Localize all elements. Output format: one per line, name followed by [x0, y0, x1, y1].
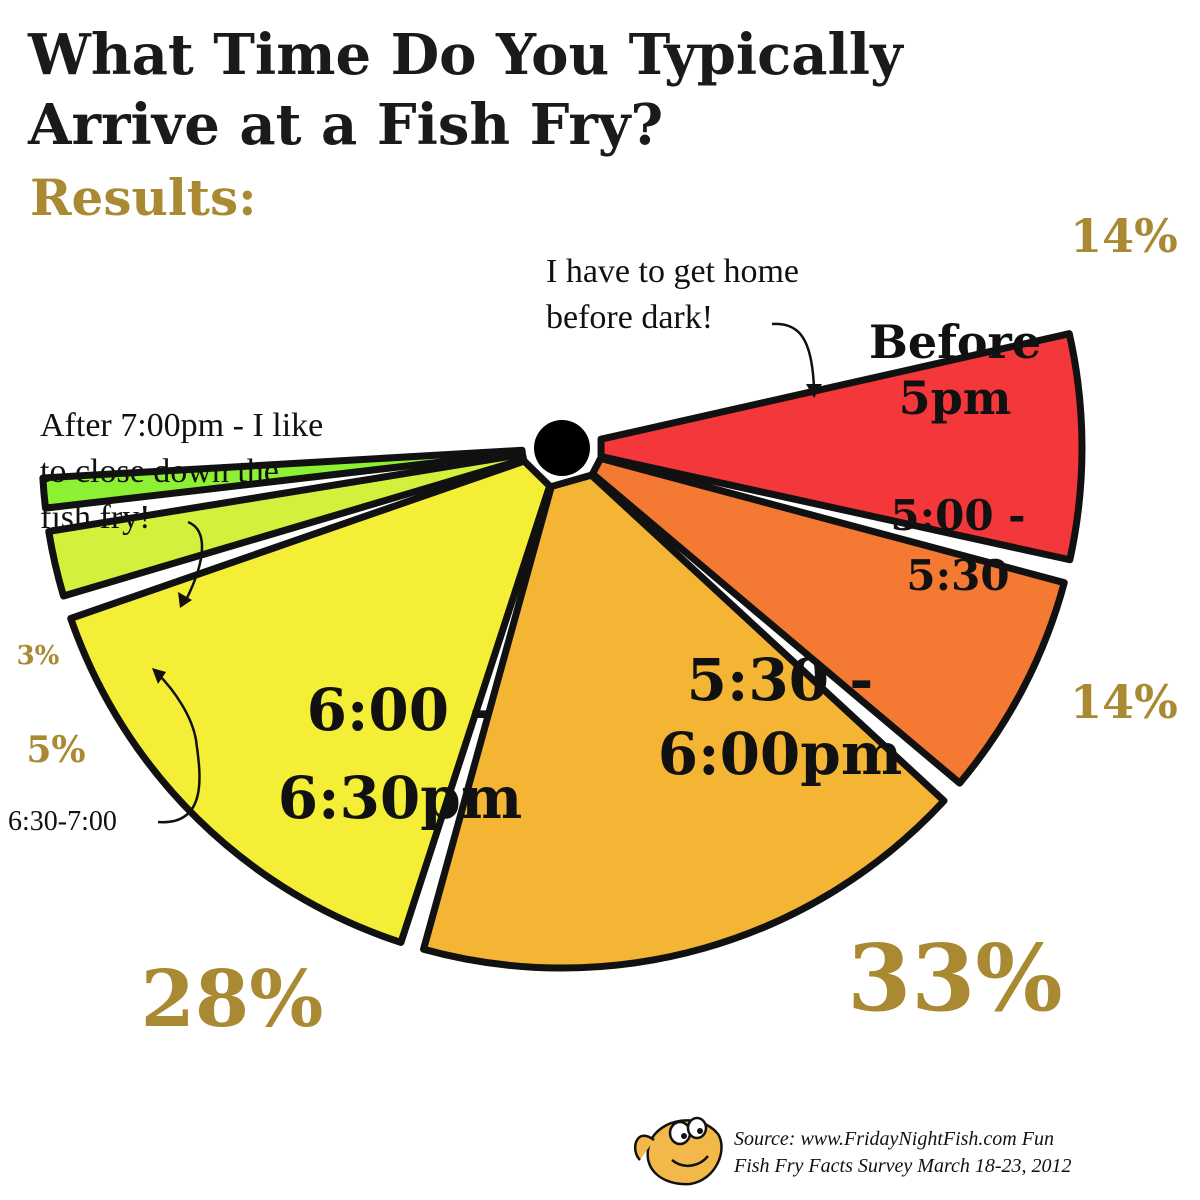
slice-value-label: 14%	[1070, 675, 1178, 729]
subtitle: Results:	[30, 168, 257, 227]
slice-label: 5pm	[899, 371, 1012, 425]
slice-label: 6:00 -	[307, 676, 494, 744]
arrowhead-before-dark	[806, 384, 822, 398]
slice-label: Before	[869, 315, 1041, 369]
note-before-dark-line-2: before dark!	[546, 299, 714, 336]
slice-value-label: 28%	[141, 954, 324, 1045]
slice-label: 5:30 -	[687, 646, 874, 714]
note-after-7-line-1: After 7:00pm - I like	[40, 407, 324, 444]
note-before-dark-line-1: I have to get home	[546, 253, 800, 290]
pie-slice	[45, 450, 528, 600]
note-after-7-line-3: fish fry!	[40, 499, 151, 536]
pie-slice	[39, 446, 526, 512]
source-line-2: Fish Fry Facts Survey March 18-23, 2012	[734, 1155, 1072, 1177]
slice-label: 5:00 -	[890, 491, 1025, 540]
slice-value-label: 33%	[847, 924, 1062, 1032]
arrowhead-after-7	[178, 592, 192, 608]
arrow-after-7	[184, 520, 204, 601]
slice-value-label: 3%	[17, 641, 60, 671]
fish-mascot-logo	[634, 1116, 723, 1186]
slice-label: 6:00pm	[658, 720, 902, 788]
arrow-before-dark	[771, 322, 816, 389]
arrow-6-30-7-00	[157, 673, 201, 824]
arrowhead-6-30-7-00	[152, 668, 166, 684]
pie-center-hub	[534, 420, 590, 476]
pie-slice	[597, 330, 1086, 564]
slice-label: 6:30pm	[278, 764, 522, 832]
note-after-7-line-2: to close down the	[40, 453, 279, 490]
title-line-2: Arrive at a Fish Fry?	[28, 92, 664, 158]
pie-slice	[67, 457, 554, 946]
title-line-1: What Time Do You Typically	[28, 22, 903, 88]
slice-value-label: 14%	[1070, 209, 1178, 263]
pie-slice	[589, 454, 1068, 787]
source-line-1: Source: www.FridayNightFish.com Fun	[734, 1128, 1054, 1150]
source-credit: Source: www.FridayNightFish.com Fun Fish…	[734, 1126, 1072, 1180]
note-6-30-7-00: 6:30-7:00	[8, 806, 117, 837]
pie-slice	[420, 471, 948, 972]
slice-label: 5:30	[906, 551, 1009, 600]
slice-value-label: 5%	[26, 729, 85, 771]
